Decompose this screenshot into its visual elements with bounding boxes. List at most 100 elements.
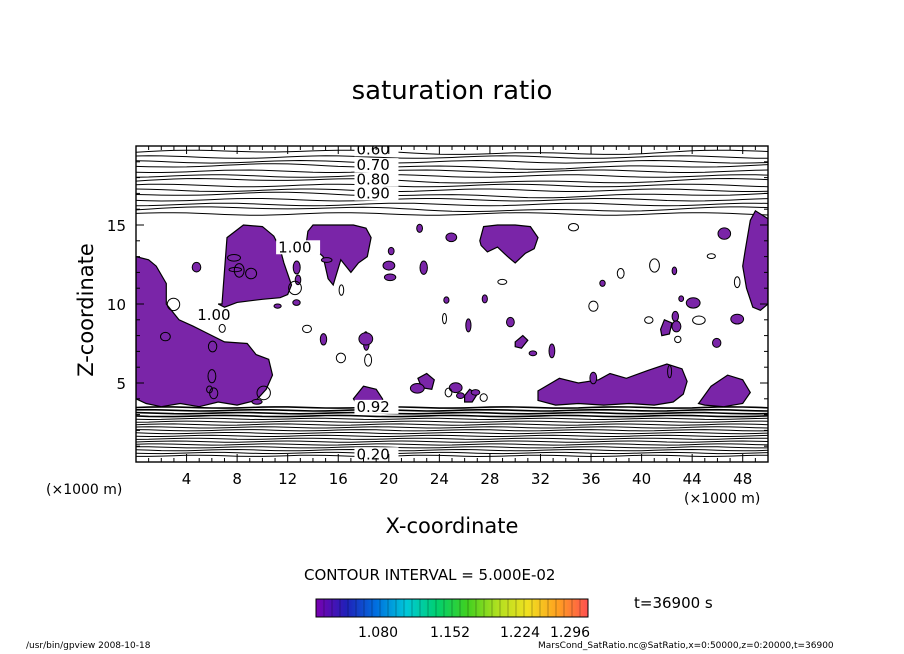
contour-line	[136, 169, 768, 173]
contour-line	[136, 188, 768, 193]
contour-cell	[443, 296, 450, 304]
contour-label-bg	[276, 240, 321, 255]
contour-cell	[416, 223, 424, 233]
contour-cell	[599, 279, 606, 287]
contour-label: 0.90	[356, 185, 389, 203]
contour-cell	[292, 260, 301, 275]
y-tick-label: 5	[116, 375, 126, 393]
contour-cell	[506, 316, 515, 328]
contour-cell	[387, 246, 395, 256]
contour-cell	[692, 315, 706, 325]
contour-line	[136, 451, 768, 455]
supersaturated-region	[136, 255, 274, 408]
contour-cell	[294, 274, 302, 286]
contour-cell	[588, 300, 599, 312]
contour-label-bg	[354, 186, 399, 201]
contour-cell	[207, 369, 217, 384]
contour-cell	[678, 295, 685, 303]
colorbar-tick-label: 1.152	[430, 625, 470, 641]
contour-label: 0.70	[356, 156, 389, 174]
contour-cell	[568, 223, 579, 232]
contour-label: 0.60	[356, 140, 389, 158]
contour-cell	[730, 313, 745, 325]
supersaturated-region	[305, 224, 372, 287]
contour-cell	[671, 320, 682, 333]
contour-label: 0.92	[356, 398, 389, 416]
y-axis-label: Z-coordinate	[74, 243, 98, 377]
contour-cell	[667, 364, 673, 379]
contour-line	[136, 197, 768, 202]
contour-cell	[448, 382, 463, 394]
contour-cell	[717, 227, 732, 240]
contour-line	[136, 411, 768, 415]
colorbar-tick-label: 1.224	[500, 625, 540, 641]
contour-cell	[442, 313, 447, 325]
contour-cell	[548, 343, 556, 359]
contour-line	[136, 417, 768, 421]
x-tick-label: 44	[683, 470, 702, 488]
contour-line	[136, 159, 768, 164]
contour-cell	[166, 297, 181, 312]
contour-line	[136, 408, 768, 412]
contour-label-bg	[354, 172, 399, 187]
x-tick-label: 28	[480, 470, 499, 488]
footer-source: MarsCond_SatRatio.nc@SatRatio,x=0:50000,…	[538, 641, 834, 651]
contour-cell	[685, 297, 701, 309]
contour-line	[136, 155, 768, 159]
x-tick-label: 16	[329, 470, 348, 488]
contour-cell	[706, 253, 716, 260]
contour-label: 1.00	[197, 306, 230, 324]
contour-cell	[671, 310, 679, 322]
x-tick-label: 4	[182, 470, 192, 488]
contour-line	[136, 202, 768, 207]
contour-cell	[358, 332, 374, 346]
supersaturated-region	[742, 209, 768, 311]
x-tick-label: 8	[232, 470, 242, 488]
y-tick-label: 10	[107, 296, 126, 314]
contour-cell	[497, 278, 508, 285]
contour-cell	[338, 284, 345, 296]
supersaturated-region	[537, 363, 688, 406]
contour-cell	[481, 294, 488, 304]
contour-cell	[712, 337, 722, 348]
contour-cell	[364, 353, 373, 367]
contour-cell	[319, 333, 328, 346]
contour-line	[136, 423, 768, 426]
colorbar-tick-label: 1.296	[550, 625, 590, 641]
x-tick-label: 32	[531, 470, 550, 488]
contour-field: 0.600.700.800.90 1.00 1.00 0.92 0.20	[136, 140, 768, 462]
contour-cell	[382, 260, 396, 271]
contour-line	[136, 443, 768, 446]
contour-line	[136, 174, 768, 178]
contour-cell	[233, 263, 245, 278]
contour-line	[136, 183, 768, 188]
contour-cell	[191, 261, 202, 273]
contour-cell	[320, 257, 333, 263]
contour-line	[136, 440, 768, 443]
contour-cell	[465, 318, 472, 333]
contour-cell	[206, 385, 213, 394]
x-tick-label: 40	[632, 470, 651, 488]
contour-cell	[733, 276, 741, 289]
contour-line	[136, 406, 768, 409]
contour-line	[136, 426, 768, 429]
contour-cell	[273, 303, 282, 309]
contour-cell	[245, 267, 258, 280]
contour-line	[136, 448, 768, 452]
footer-command: /usr/bin/gpview 2008-10-18	[26, 641, 151, 651]
x-axis-label: X-coordinate	[385, 514, 519, 538]
supersaturated-region	[697, 374, 752, 408]
contour-cell	[302, 324, 312, 334]
contour-cell	[616, 268, 625, 279]
contour-cell	[218, 323, 226, 333]
contour-cell	[383, 273, 397, 282]
contour-label-bg	[354, 158, 399, 173]
contour-line	[136, 212, 768, 216]
supersaturated-region	[514, 334, 529, 349]
colorbar-scale	[315, 598, 589, 618]
time-label: t=36900 s	[634, 594, 713, 612]
contour-cell	[335, 352, 346, 364]
contour-cell	[292, 299, 301, 306]
contour-label: 1.00	[278, 238, 311, 256]
contour-line	[136, 446, 768, 449]
